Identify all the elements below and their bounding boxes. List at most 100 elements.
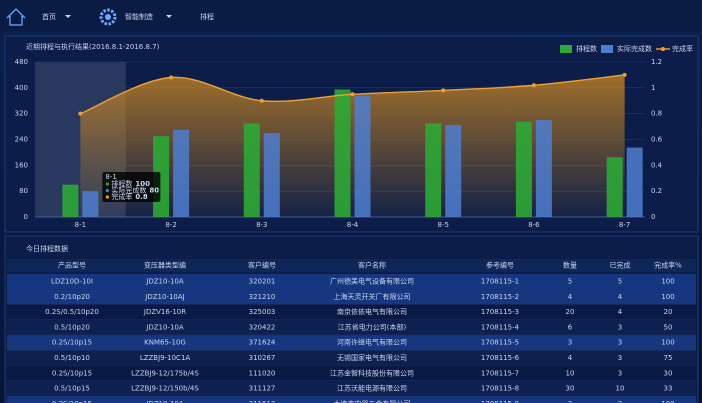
table-cell: 江苏沃能电源有限公司	[337, 384, 407, 393]
line-point	[259, 98, 264, 103]
y2-tick-label: 0	[651, 213, 655, 221]
bar	[606, 157, 623, 217]
legend-swatch	[560, 45, 572, 53]
table-cell: 3	[568, 339, 572, 347]
table-cell: 320422	[249, 323, 276, 331]
line-point	[78, 111, 83, 116]
dropdown-arrow[interactable]	[65, 15, 71, 18]
chart: 0 80 160 240 320 400 480 0 0.2 0.4 0.6 0.8 1 1.2 8-1 8-…	[15, 44, 693, 229]
table-cell: 江苏省电力公司(本部)	[338, 322, 407, 331]
table-cell: JDZ10-10AJ	[144, 293, 184, 301]
table-cell: 5	[618, 278, 622, 286]
tooltip-name: 实际完成数	[111, 186, 146, 195]
table-cell: 5	[568, 278, 572, 286]
table-cell: 0.2S/10p15	[52, 369, 92, 377]
nav-manufacturing[interactable]: 智能制造	[125, 12, 153, 21]
table-cell: LZZBJ9-10C1A	[140, 354, 191, 362]
bar	[62, 184, 79, 217]
table-row[interactable]	[7, 381, 696, 397]
table-cell: 311613	[249, 400, 276, 403]
table-cell: 1708115-4	[481, 323, 520, 331]
table-cell: 河南许继电气有限公司	[337, 338, 407, 347]
bar	[535, 120, 552, 217]
legend-swatch	[661, 47, 665, 51]
tooltip-name: 排程数	[111, 179, 132, 188]
column-header: 数量	[563, 261, 577, 270]
y2-tick-label: 0.4	[651, 161, 663, 169]
y-tick-label: 0	[24, 213, 28, 221]
line-point	[441, 88, 446, 93]
table-cell: 10	[566, 369, 575, 377]
table-cell: 20	[664, 308, 673, 316]
table-cell: 75	[664, 354, 673, 362]
table-cell: JDZ10-10A	[145, 323, 184, 331]
table-cell: 江苏金智科技股份有限公司	[330, 368, 414, 377]
legend-swatch	[601, 45, 613, 53]
table-cell: 320201	[249, 278, 276, 286]
column-header: 产品型号	[58, 261, 86, 270]
table-cell: 371624	[249, 339, 276, 347]
table-row[interactable]	[7, 274, 696, 289]
line-point	[350, 92, 355, 97]
legend-label[interactable]: 排程数	[576, 44, 597, 53]
chart-title: 近期排程与执行结果(2016.8.1-2016.8.7)	[26, 42, 160, 51]
table-cell: 310267	[249, 354, 276, 362]
y-tick-label: 320	[15, 110, 28, 118]
dropdown-arrow[interactable]	[166, 15, 172, 18]
y-tick-label: 240	[15, 136, 28, 144]
x-tick-label: 8-1	[75, 221, 86, 229]
table-cell: 3	[618, 339, 622, 347]
column-header: 客户编号	[248, 261, 276, 270]
table-cell: LZZBJ9-12/175b/4S	[131, 369, 199, 377]
line-point	[531, 83, 536, 88]
tooltip-dot	[105, 195, 109, 199]
table-cell: JDZV16-10R	[143, 308, 186, 316]
table-cell: 4	[568, 354, 573, 362]
table-cell: 30	[664, 369, 673, 377]
table-row[interactable]	[7, 365, 696, 381]
table-cell: 1708115-9	[481, 400, 519, 403]
bar	[334, 89, 351, 217]
y2-tick-label: 0.8	[651, 110, 662, 118]
table-row[interactable]	[7, 319, 696, 335]
tooltip-title: 8-1	[105, 173, 116, 181]
table-cell: 325003	[249, 308, 276, 316]
table-row[interactable]	[7, 304, 696, 320]
y-tick-label: 400	[15, 84, 28, 92]
column-header: 完成率%	[654, 261, 682, 270]
bar	[243, 123, 260, 217]
column-header: 参考编号	[486, 261, 514, 270]
table-row[interactable]	[7, 396, 696, 403]
table-cell: 20	[566, 308, 575, 316]
table-cell: JDZ10-10A	[145, 278, 184, 286]
table-cell: 0.5/10p20	[54, 323, 90, 331]
legend-label[interactable]: 完成率	[672, 44, 693, 53]
table-cell: 100	[661, 278, 674, 286]
tooltip	[102, 172, 161, 202]
table-row[interactable]	[7, 350, 696, 366]
nav-home[interactable]: 首页	[42, 12, 56, 21]
table-header	[7, 259, 696, 272]
column-header: 变压器类型编	[144, 261, 186, 270]
nav-schedule[interactable]: 排程	[200, 12, 214, 21]
table-cell: 4	[568, 293, 573, 301]
bar	[173, 129, 190, 217]
bar	[263, 133, 280, 217]
table-cell: 2	[618, 400, 622, 403]
table-cell: 1708115-8	[481, 385, 519, 393]
column-header: 已完成	[610, 261, 631, 270]
home-icon[interactable]	[6, 8, 26, 26]
x-tick-label: 8-7	[619, 221, 630, 229]
table-cell: LDZ10D-10I	[51, 278, 93, 286]
bar	[515, 121, 532, 217]
table-cell: 50	[664, 323, 673, 331]
tooltip-name: 完成率	[111, 192, 132, 201]
table-cell: 广州德美电气设备有限公司	[330, 277, 414, 286]
table-row[interactable]	[7, 289, 696, 305]
table-row[interactable]	[7, 335, 696, 351]
legend-label[interactable]: 实际完成数	[617, 44, 652, 53]
bar	[445, 124, 462, 217]
table-cell: JDZ10-10A	[145, 400, 184, 403]
gear-icon[interactable]	[99, 8, 117, 26]
